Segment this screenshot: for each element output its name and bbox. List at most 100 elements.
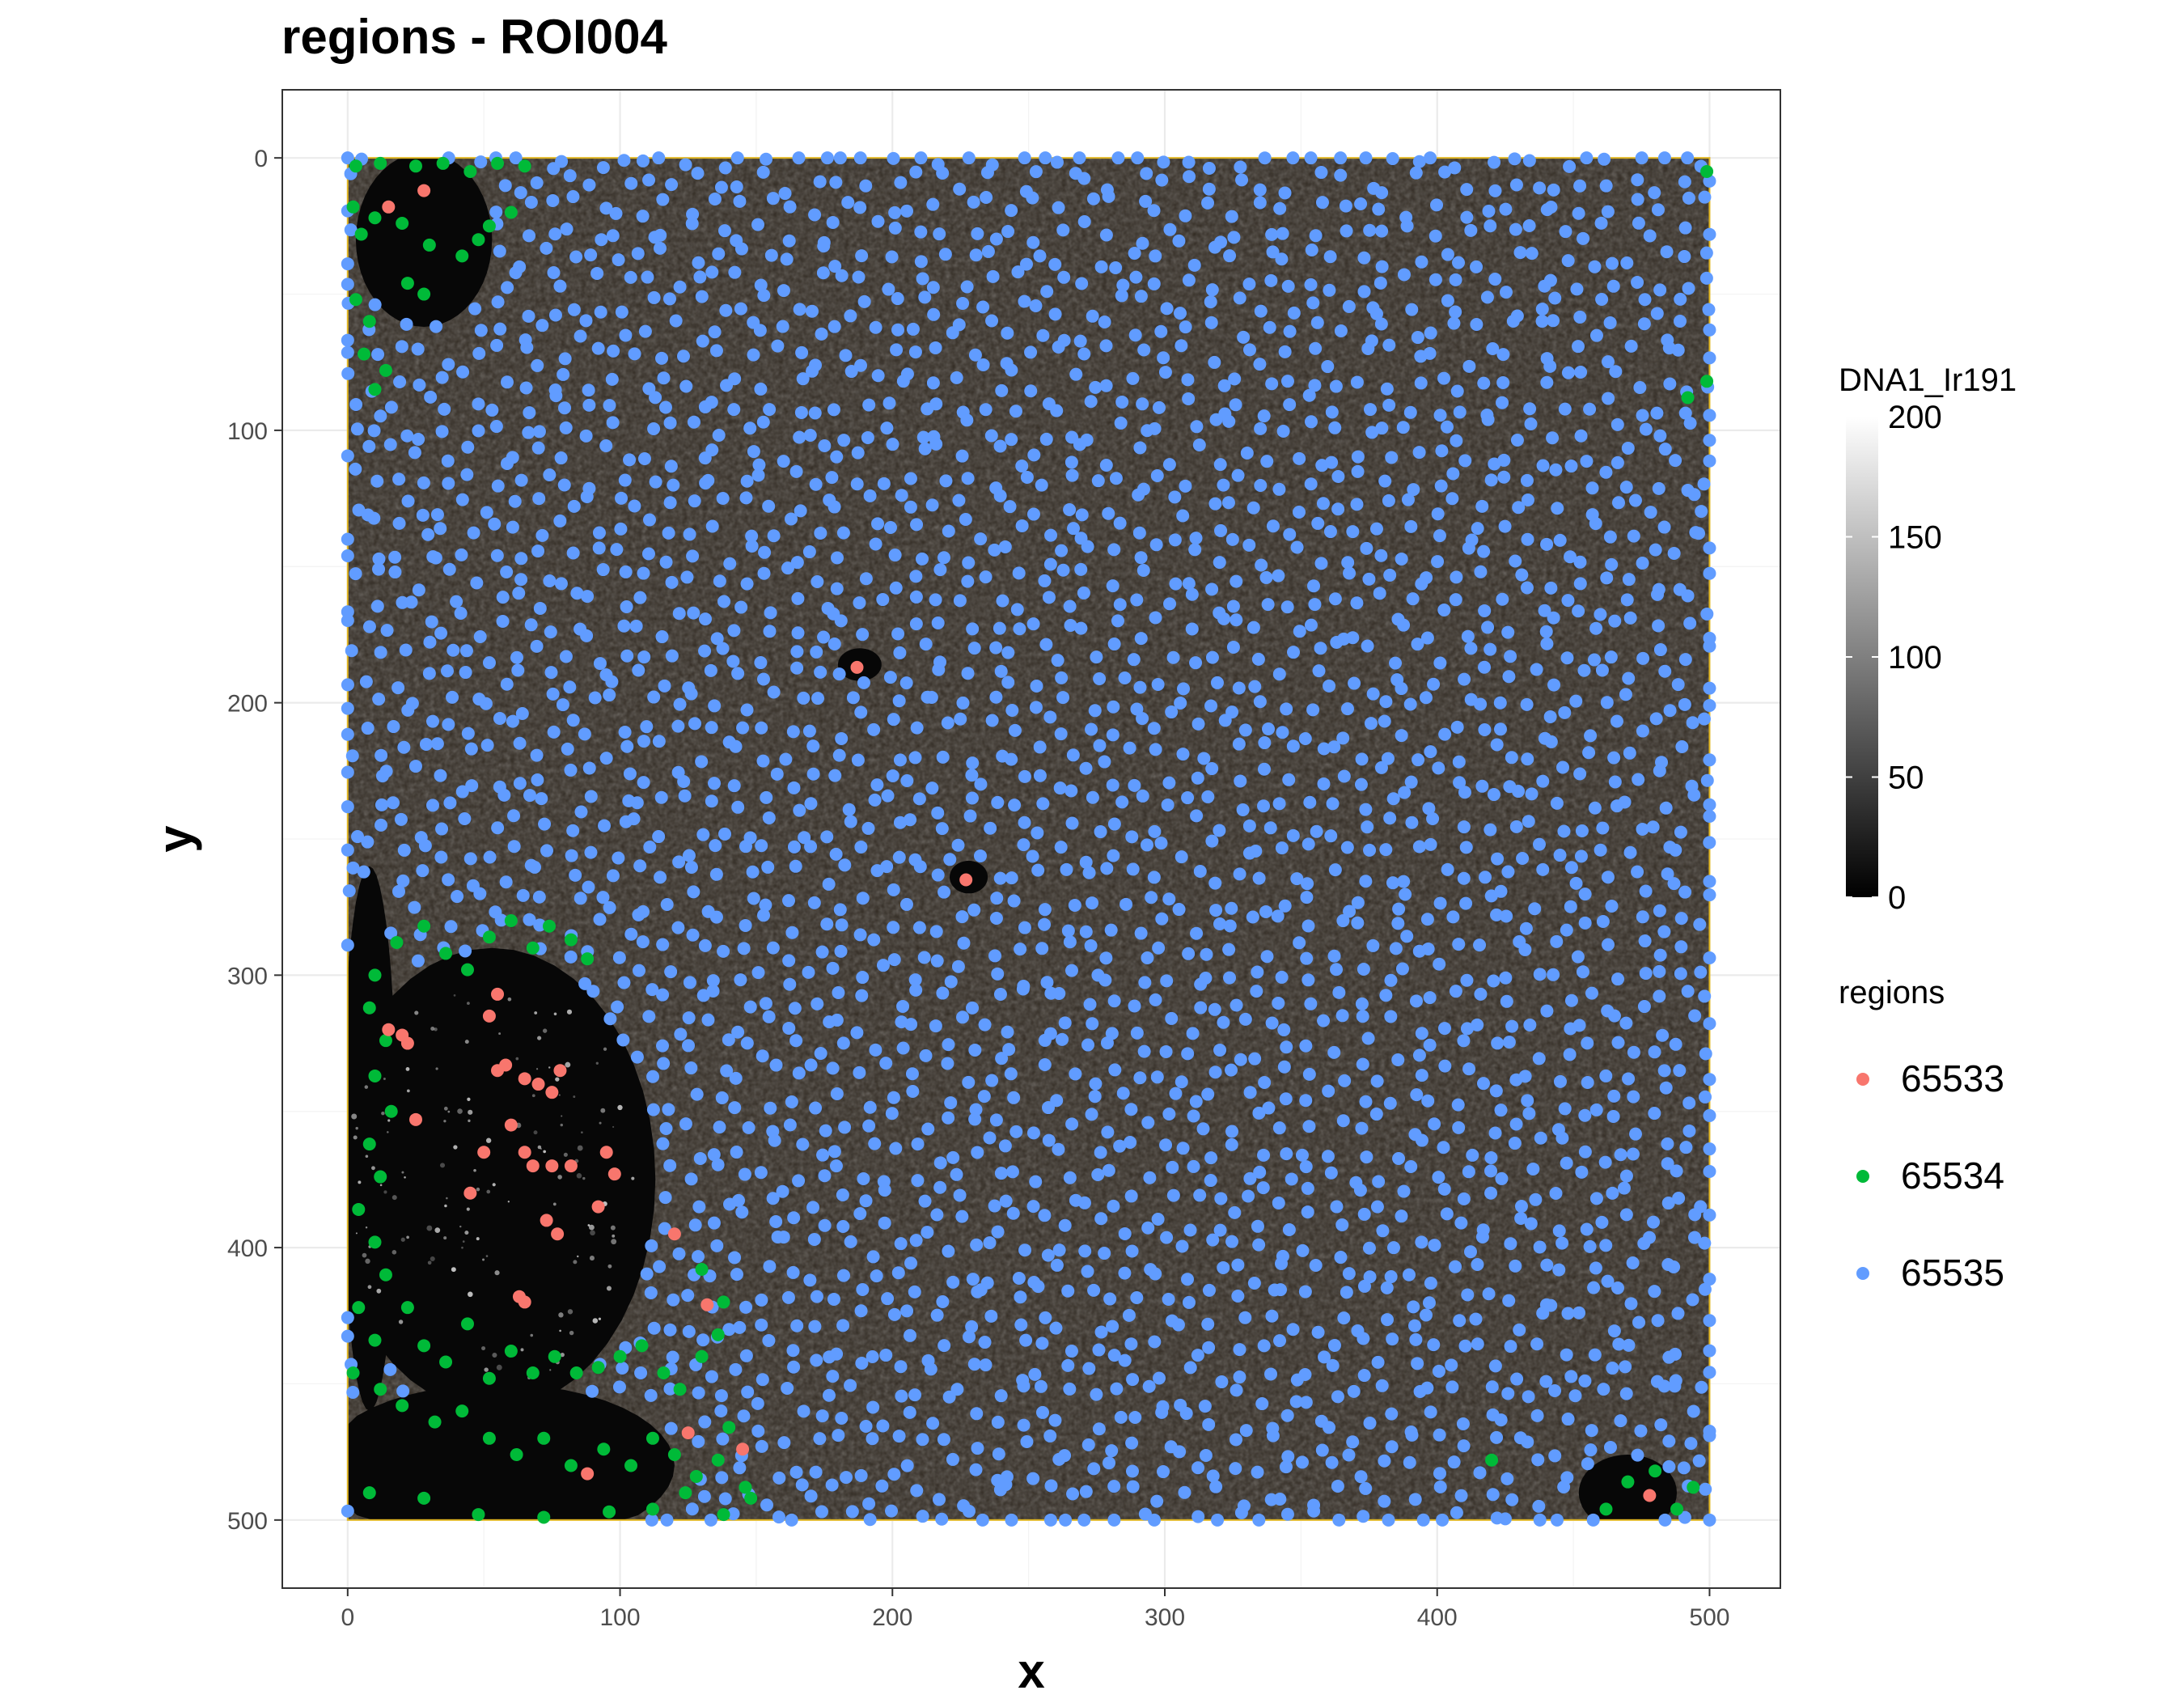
point-65535 <box>1703 1344 1716 1358</box>
point-65535 <box>1107 1199 1120 1213</box>
point-65535 <box>877 477 891 490</box>
point-65535 <box>1230 613 1243 627</box>
point-65535 <box>671 921 685 934</box>
point-65535 <box>396 874 410 888</box>
image-speck <box>443 1236 447 1240</box>
point-65535 <box>1226 640 1240 654</box>
point-65535 <box>543 574 557 588</box>
point-65535 <box>974 1283 988 1297</box>
point-65535 <box>714 180 728 194</box>
point-65535 <box>553 279 567 293</box>
point-65535 <box>1230 1383 1243 1397</box>
image-speck <box>358 1180 362 1184</box>
point-65535 <box>1273 201 1287 215</box>
y-axis-label: y <box>148 825 202 853</box>
point-65535 <box>656 193 670 206</box>
point-65535 <box>1619 1360 1632 1374</box>
point-65535 <box>455 493 469 506</box>
point-65535 <box>1446 910 1460 924</box>
point-65535 <box>1017 1418 1031 1432</box>
point-65535 <box>659 1121 673 1135</box>
point-65535 <box>1395 729 1408 743</box>
point-65535 <box>1589 1192 1603 1205</box>
point-65535 <box>655 630 669 644</box>
point-65535 <box>631 247 645 261</box>
point-65535 <box>1336 731 1350 745</box>
point-65535 <box>1246 621 1260 634</box>
image-speck <box>573 1095 576 1099</box>
point-65535 <box>1191 717 1205 731</box>
point-65535 <box>392 472 406 486</box>
point-65535 <box>1549 1187 1563 1201</box>
point-65533 <box>463 1186 477 1200</box>
point-65535 <box>1703 888 1716 902</box>
point-65535 <box>1302 388 1316 402</box>
point-65535 <box>1603 316 1617 329</box>
point-65535 <box>806 767 820 781</box>
point-65535 <box>1524 1217 1538 1231</box>
image-speck <box>467 1097 471 1101</box>
point-65535 <box>623 453 637 467</box>
point-65535 <box>1433 409 1447 422</box>
point-65535 <box>1252 1513 1266 1527</box>
point-65535 <box>1700 773 1714 787</box>
point-65535 <box>1238 1311 1252 1324</box>
image-speck <box>447 1110 451 1113</box>
point-65535 <box>485 403 499 417</box>
point-65535 <box>1325 405 1339 419</box>
point-65535 <box>759 898 772 912</box>
point-65535 <box>820 917 834 931</box>
point-65535 <box>1099 339 1113 353</box>
point-65535 <box>737 942 751 955</box>
point-65535 <box>375 748 388 762</box>
point-65535 <box>1672 1191 1686 1205</box>
point-65535 <box>515 707 529 721</box>
point-65535 <box>1286 151 1300 165</box>
point-65535 <box>1428 229 1442 243</box>
point-65535 <box>1107 817 1121 831</box>
point-65535 <box>1457 1034 1471 1048</box>
point-65535 <box>1621 441 1635 455</box>
point-65535 <box>1595 1215 1609 1229</box>
point-65535 <box>1272 569 1285 582</box>
point-65535 <box>1039 1311 1052 1324</box>
point-65535 <box>637 735 650 748</box>
point-65535 <box>1182 392 1196 405</box>
point-65535 <box>341 345 354 359</box>
point-65535 <box>708 192 722 205</box>
point-65535 <box>1094 260 1108 273</box>
point-65535 <box>759 997 772 1010</box>
point-65535 <box>875 1479 889 1493</box>
point-65535 <box>885 1107 899 1121</box>
point-65535 <box>341 701 354 715</box>
point-65535 <box>1462 1062 1476 1076</box>
point-65535 <box>867 933 881 947</box>
point-65535 <box>1272 667 1286 681</box>
point-65535 <box>1149 249 1162 263</box>
point-65535 <box>1225 901 1238 915</box>
point-65535 <box>904 813 917 827</box>
point-65535 <box>908 1285 921 1298</box>
point-65535 <box>1049 1321 1063 1335</box>
point-65535 <box>1073 438 1086 451</box>
point-65535 <box>1703 566 1716 580</box>
point-65535 <box>1433 1428 1446 1442</box>
point-65535 <box>731 1193 745 1207</box>
image-speck <box>535 1068 539 1070</box>
point-65535 <box>1187 1159 1200 1173</box>
point-65535 <box>1357 285 1371 299</box>
point-65535 <box>1343 904 1357 918</box>
point-65535 <box>1231 1258 1245 1272</box>
point-65535 <box>653 1260 667 1273</box>
point-65535 <box>943 853 957 866</box>
point-65535 <box>1700 607 1714 621</box>
point-65535 <box>684 687 698 701</box>
point-65535 <box>792 151 806 165</box>
point-65535 <box>456 365 470 379</box>
point-65535 <box>829 1159 843 1173</box>
point-65535 <box>513 777 527 790</box>
point-65535 <box>1601 871 1615 884</box>
point-65535 <box>1355 997 1369 1010</box>
point-65535 <box>416 864 430 878</box>
point-65535 <box>1327 1338 1341 1352</box>
